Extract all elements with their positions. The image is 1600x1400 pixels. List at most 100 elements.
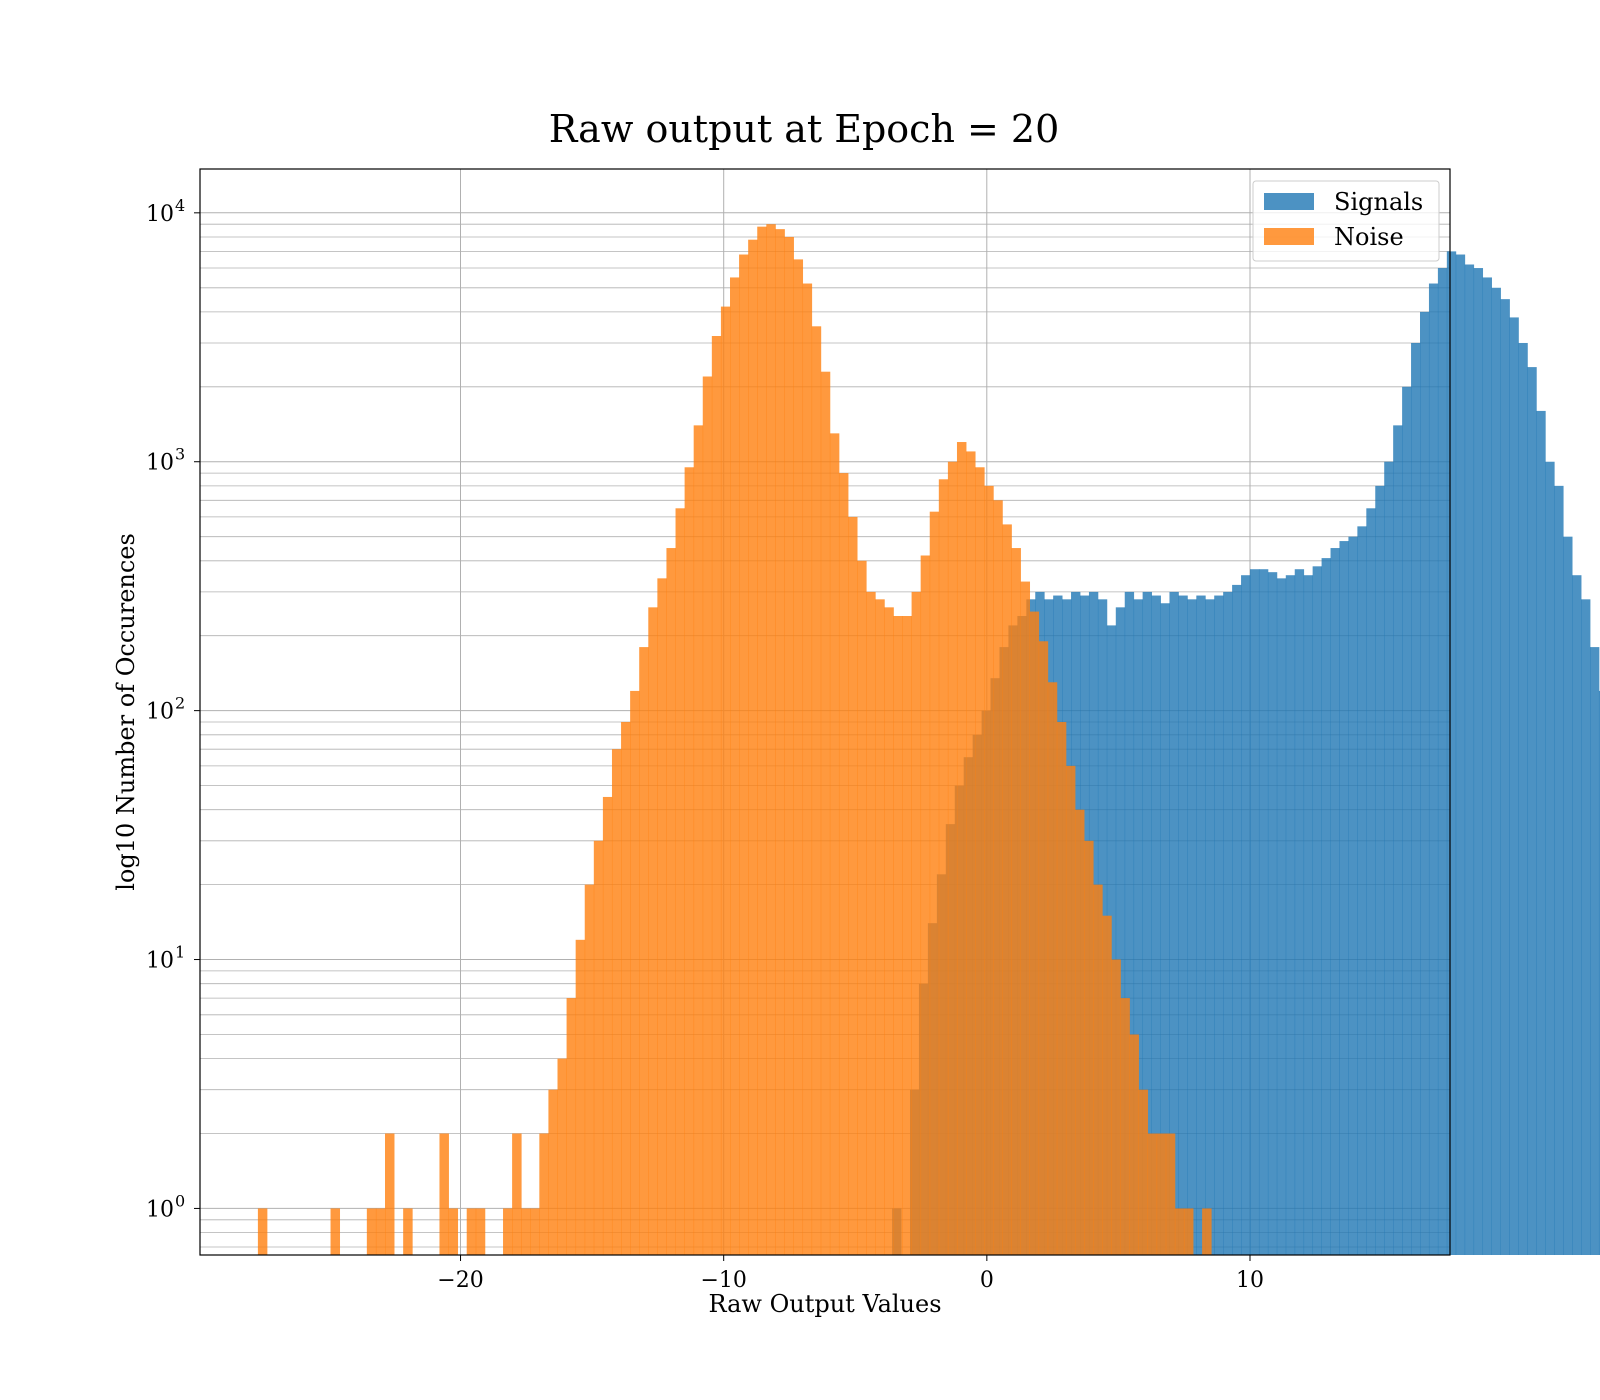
bar-noise bbox=[993, 500, 1003, 1255]
bar-noise bbox=[666, 548, 676, 1255]
legend-label-signals: Signals bbox=[1334, 188, 1423, 216]
bar-noise bbox=[975, 467, 985, 1255]
bar-signals bbox=[1446, 251, 1457, 1255]
bar-noise bbox=[466, 1208, 477, 1255]
bar-signals bbox=[1563, 536, 1573, 1255]
bar-noise bbox=[521, 1208, 531, 1255]
plot-frame bbox=[199, 168, 1451, 1256]
bar-noise bbox=[630, 690, 640, 1255]
bar-noise bbox=[1111, 959, 1121, 1255]
bar-noise bbox=[1202, 1208, 1212, 1255]
bar-noise bbox=[1156, 1133, 1167, 1255]
legend: Signals Noise bbox=[1252, 180, 1440, 262]
bar-noise bbox=[1165, 1133, 1176, 1255]
bar-noise bbox=[602, 796, 613, 1255]
bar-signals bbox=[1196, 595, 1206, 1255]
bar-signals bbox=[1357, 526, 1367, 1255]
histogram-bars bbox=[257, 224, 1600, 1256]
bar-signals bbox=[1214, 595, 1224, 1255]
bar-noise bbox=[711, 336, 722, 1255]
bar-signals bbox=[1276, 578, 1287, 1255]
bar-signals bbox=[1151, 595, 1161, 1255]
bar-noise bbox=[784, 236, 794, 1255]
bar-noise bbox=[1020, 581, 1031, 1255]
bar-signals bbox=[1464, 264, 1475, 1255]
bar-noise bbox=[693, 425, 704, 1255]
bar-signals bbox=[1250, 569, 1260, 1255]
bar-signals bbox=[1402, 386, 1412, 1255]
bar-signals bbox=[1321, 558, 1331, 1255]
bar-noise bbox=[911, 591, 922, 1255]
bar-noise bbox=[648, 607, 658, 1255]
bar-noise bbox=[984, 485, 994, 1256]
bar-signals bbox=[1428, 283, 1439, 1255]
bar-signals bbox=[1169, 591, 1179, 1255]
bar-noise bbox=[385, 1133, 395, 1255]
bar-noise bbox=[1138, 1089, 1149, 1255]
bar-signals bbox=[1223, 591, 1233, 1255]
y-tick-exponent: 3 bbox=[175, 445, 185, 464]
bar-noise bbox=[866, 591, 876, 1255]
bar-noise bbox=[793, 259, 804, 1255]
y-tick-label: 10 bbox=[146, 1197, 174, 1222]
bar-noise bbox=[902, 616, 912, 1255]
bar-noise bbox=[802, 283, 813, 1255]
bar-signals bbox=[1527, 367, 1537, 1256]
bar-signals bbox=[1303, 575, 1314, 1255]
bar-signals bbox=[1339, 541, 1349, 1255]
bar-noise bbox=[848, 516, 858, 1255]
bar-signals bbox=[1160, 603, 1170, 1255]
bar-noise bbox=[720, 306, 731, 1256]
bar-signals bbox=[1420, 311, 1430, 1255]
bar-noise bbox=[375, 1208, 386, 1255]
bar-noise bbox=[820, 371, 831, 1255]
bar-noise bbox=[1056, 722, 1067, 1255]
y-tick-exponent: 2 bbox=[175, 694, 185, 713]
bar-signals bbox=[1455, 254, 1466, 1255]
bar-noise bbox=[838, 473, 849, 1255]
legend-swatch-signals bbox=[1264, 193, 1314, 210]
bar-noise bbox=[920, 555, 931, 1255]
bar-signals bbox=[1294, 569, 1305, 1255]
bar-noise bbox=[611, 749, 622, 1255]
bar-noise bbox=[1120, 998, 1130, 1255]
bar-signals bbox=[1572, 575, 1582, 1255]
bar-signals bbox=[1411, 342, 1421, 1256]
legend-swatch-noise bbox=[1264, 228, 1314, 245]
bar-noise bbox=[938, 479, 949, 1255]
bar-noise bbox=[884, 607, 894, 1255]
bar-noise bbox=[575, 939, 586, 1255]
bar-noise bbox=[330, 1208, 341, 1255]
bar-noise bbox=[947, 461, 958, 1256]
bar-noise bbox=[829, 433, 840, 1255]
bar-noise bbox=[503, 1208, 513, 1255]
bar-noise bbox=[566, 998, 577, 1255]
bar-signals bbox=[1205, 599, 1215, 1255]
y-tick-exponent: 4 bbox=[175, 196, 185, 215]
bar-noise bbox=[1075, 809, 1085, 1255]
bar-signals bbox=[1124, 591, 1135, 1255]
bar-signals bbox=[1142, 591, 1152, 1255]
bar-noise bbox=[956, 442, 967, 1255]
bar-noise bbox=[748, 239, 758, 1255]
bar-signals bbox=[1348, 536, 1358, 1255]
bar-signals bbox=[1133, 599, 1144, 1255]
bar-signals bbox=[1241, 575, 1251, 1255]
x-axis-label: Raw Output Values bbox=[708, 1290, 941, 1318]
bar-signals bbox=[1518, 342, 1528, 1256]
bar-noise bbox=[403, 1208, 413, 1255]
bar-noise bbox=[1038, 641, 1049, 1255]
y-tick-label: 10 bbox=[146, 700, 174, 725]
bar-noise bbox=[448, 1208, 459, 1255]
bar-noise bbox=[893, 616, 903, 1255]
bar-noise bbox=[857, 560, 867, 1255]
bar-noise bbox=[730, 277, 740, 1255]
y-tick-exponent: 1 bbox=[175, 943, 185, 962]
bar-noise bbox=[766, 224, 776, 1256]
bar-signals bbox=[1590, 647, 1600, 1255]
bar-noise bbox=[557, 1058, 567, 1255]
x-tick-label: −10 bbox=[700, 1268, 746, 1293]
x-axis-ticks: −20 −10 0 10 bbox=[437, 1255, 1264, 1293]
